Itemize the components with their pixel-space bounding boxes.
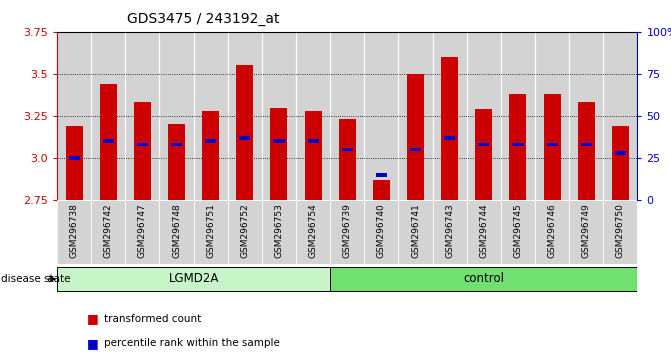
Text: GSM296751: GSM296751 — [206, 203, 215, 258]
Bar — [364, 32, 399, 200]
Text: ■: ■ — [87, 337, 99, 350]
Bar — [125, 200, 160, 264]
Text: GSM296741: GSM296741 — [411, 203, 420, 258]
Bar — [194, 32, 227, 200]
Bar — [205, 139, 216, 143]
Bar — [168, 124, 185, 200]
Bar — [330, 267, 637, 291]
Bar — [273, 139, 285, 143]
Bar — [270, 108, 287, 200]
Bar — [569, 32, 603, 200]
Bar — [444, 136, 455, 139]
Bar — [57, 32, 91, 200]
Bar — [544, 94, 561, 200]
Bar — [513, 143, 523, 146]
Bar — [296, 200, 330, 264]
Bar — [399, 200, 433, 264]
Text: GDS3475 / 243192_at: GDS3475 / 243192_at — [127, 12, 280, 27]
Bar — [410, 148, 421, 152]
Bar — [612, 126, 629, 200]
Bar — [125, 32, 160, 200]
Bar — [376, 173, 387, 177]
Bar — [578, 103, 595, 200]
Bar — [57, 267, 330, 291]
Text: GSM296748: GSM296748 — [172, 203, 181, 258]
Text: GSM296739: GSM296739 — [343, 203, 352, 258]
Bar — [262, 200, 296, 264]
Bar — [364, 200, 399, 264]
Bar — [236, 65, 254, 200]
Bar — [160, 32, 194, 200]
Bar — [160, 200, 194, 264]
Bar — [227, 200, 262, 264]
Text: ■: ■ — [87, 312, 99, 325]
Bar — [68, 156, 80, 160]
Text: control: control — [463, 272, 505, 285]
Text: GSM296744: GSM296744 — [479, 203, 488, 258]
Bar — [171, 143, 182, 146]
Bar — [330, 32, 364, 200]
Text: disease state: disease state — [1, 274, 71, 284]
Text: GSM296754: GSM296754 — [309, 203, 317, 258]
Bar — [296, 32, 330, 200]
Text: GSM296745: GSM296745 — [513, 203, 523, 258]
Bar — [134, 103, 151, 200]
Text: GSM296742: GSM296742 — [104, 203, 113, 258]
Bar — [103, 139, 114, 143]
Bar — [535, 32, 569, 200]
Text: percentile rank within the sample: percentile rank within the sample — [104, 338, 280, 348]
Bar — [262, 32, 296, 200]
Bar — [202, 111, 219, 200]
Bar — [330, 200, 364, 264]
Text: transformed count: transformed count — [104, 314, 201, 324]
Bar — [433, 200, 467, 264]
Bar — [509, 94, 527, 200]
Text: GSM296747: GSM296747 — [138, 203, 147, 258]
Bar — [307, 139, 319, 143]
Bar — [399, 32, 433, 200]
Text: GSM296753: GSM296753 — [274, 203, 283, 258]
Bar — [603, 200, 637, 264]
Bar — [240, 136, 250, 139]
Bar — [547, 143, 558, 146]
Bar — [227, 32, 262, 200]
Text: GSM296743: GSM296743 — [445, 203, 454, 258]
Bar — [475, 109, 493, 200]
Bar — [339, 119, 356, 200]
Bar — [478, 143, 489, 146]
Bar — [603, 32, 637, 200]
Bar — [194, 200, 227, 264]
Bar — [501, 200, 535, 264]
Bar — [305, 111, 321, 200]
Bar — [501, 32, 535, 200]
Bar — [137, 143, 148, 146]
Bar — [91, 200, 125, 264]
Bar — [100, 84, 117, 200]
Bar — [467, 32, 501, 200]
Text: GSM296750: GSM296750 — [616, 203, 625, 258]
Text: LGMD2A: LGMD2A — [168, 272, 219, 285]
Bar — [615, 151, 626, 155]
Bar — [467, 200, 501, 264]
Bar — [535, 200, 569, 264]
Bar — [441, 57, 458, 200]
Bar — [433, 32, 467, 200]
Text: GSM296738: GSM296738 — [70, 203, 79, 258]
Bar — [407, 74, 424, 200]
Bar — [580, 143, 592, 146]
Text: GSM296749: GSM296749 — [582, 203, 590, 258]
Bar — [66, 126, 83, 200]
Bar — [91, 32, 125, 200]
Bar — [342, 148, 353, 152]
Text: GSM296740: GSM296740 — [377, 203, 386, 258]
Text: GSM296752: GSM296752 — [240, 203, 250, 258]
Bar — [373, 180, 390, 200]
Bar — [569, 200, 603, 264]
Text: GSM296746: GSM296746 — [548, 203, 557, 258]
Bar — [57, 200, 91, 264]
